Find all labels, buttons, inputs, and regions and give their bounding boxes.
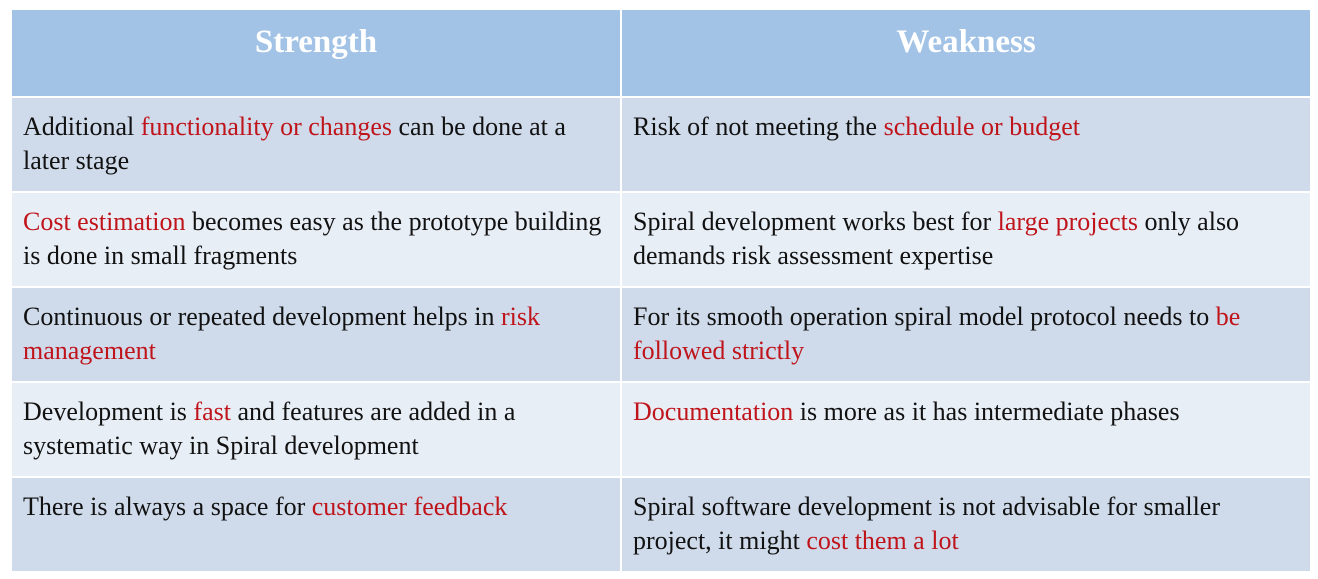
cell-text: Spiral software development is not advis… — [633, 492, 1221, 555]
table-row: There is always a space for customer fee… — [10, 476, 1312, 573]
table-row: Development is fast and features are add… — [10, 381, 1312, 478]
highlighted-text: be followed strictly — [633, 302, 1241, 365]
strength-weakness-table: Strength Weakness Additional functionali… — [10, 8, 1312, 573]
weakness-header: Weakness — [620, 8, 1312, 98]
cell-text: Spiral development works best for — [633, 207, 998, 236]
highlighted-text: functionality or changes — [140, 112, 392, 141]
cell-text: becomes easy as the prototype building i… — [23, 207, 602, 270]
highlighted-text: schedule or budget — [883, 112, 1080, 141]
cell-text: Continuous or repeated development helps… — [23, 302, 502, 331]
weakness-cell: Documentation is more as it has intermed… — [620, 381, 1312, 478]
cell-text: For its smooth operation spiral model pr… — [633, 302, 1216, 331]
strength-cell: Cost estimation becomes easy as the prot… — [10, 191, 622, 288]
cell-text: There is always a space for — [23, 492, 312, 521]
strength-cell: There is always a space for customer fee… — [10, 476, 622, 573]
strength-cell: Development is fast and features are add… — [10, 381, 622, 478]
highlighted-text: Cost estimation — [23, 207, 186, 236]
highlighted-text: large projects — [997, 207, 1138, 236]
highlighted-text: risk management — [23, 302, 541, 365]
strength-cell: Continuous or repeated development helps… — [10, 286, 622, 383]
table-row: Continuous or repeated development helps… — [10, 286, 1312, 383]
weakness-cell: Spiral software development is not advis… — [620, 476, 1312, 573]
cell-text: Risk of not meeting the — [633, 112, 884, 141]
weakness-cell: Risk of not meeting the schedule or budg… — [620, 96, 1312, 193]
highlighted-text: customer feedback — [311, 492, 508, 521]
highlighted-text: fast — [193, 397, 231, 426]
table-body: Additional functionality or changes can … — [10, 96, 1312, 573]
weakness-cell: For its smooth operation spiral model pr… — [620, 286, 1312, 383]
table-header-row: Strength Weakness — [10, 8, 1312, 98]
cell-text: Development is — [23, 397, 194, 426]
cell-text: can be done at a later stage — [23, 112, 566, 175]
cell-text: and features are added in a systematic w… — [23, 397, 516, 460]
cell-text: Additional — [23, 112, 141, 141]
cell-text: only also demands risk assessment expert… — [633, 207, 1240, 270]
table-row: Cost estimation becomes easy as the prot… — [10, 191, 1312, 288]
strength-header: Strength — [10, 8, 622, 98]
strength-cell: Additional functionality or changes can … — [10, 96, 622, 193]
table-row: Additional functionality or changes can … — [10, 96, 1312, 193]
cell-text: is more as it has intermediate phases — [793, 397, 1180, 426]
highlighted-text: Documentation — [633, 397, 794, 426]
highlighted-text: cost them a lot — [806, 526, 959, 555]
weakness-cell: Spiral development works best for large … — [620, 191, 1312, 288]
